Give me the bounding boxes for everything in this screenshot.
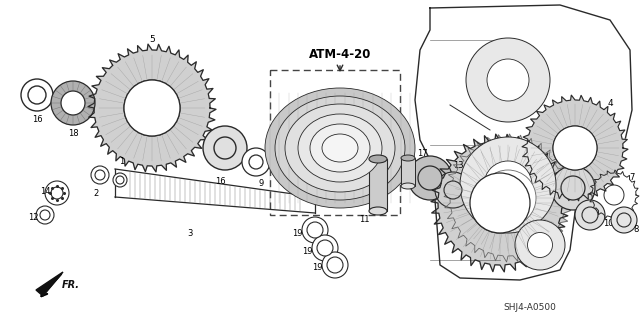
Circle shape [460, 137, 556, 233]
Text: 19: 19 [312, 263, 323, 272]
Circle shape [45, 181, 69, 205]
Circle shape [470, 173, 530, 233]
Circle shape [561, 176, 585, 200]
Circle shape [327, 257, 343, 273]
Circle shape [322, 252, 348, 278]
Circle shape [575, 200, 605, 230]
Circle shape [317, 240, 333, 256]
Circle shape [466, 38, 550, 122]
Circle shape [444, 181, 462, 199]
Text: 2: 2 [93, 189, 99, 197]
Circle shape [553, 126, 597, 170]
Text: SHJ4-A0500: SHJ4-A0500 [504, 303, 556, 313]
Bar [369, 159, 387, 211]
Circle shape [214, 137, 236, 159]
Circle shape [91, 166, 109, 184]
Text: ATM-4-20: ATM-4-20 [309, 48, 371, 62]
Circle shape [242, 148, 270, 176]
Circle shape [307, 222, 323, 238]
Text: 3: 3 [188, 228, 193, 238]
Text: 15: 15 [576, 155, 586, 165]
Polygon shape [36, 272, 63, 296]
Circle shape [487, 59, 529, 101]
Text: 4: 4 [607, 99, 613, 108]
Ellipse shape [310, 124, 370, 172]
Text: 7: 7 [629, 173, 635, 182]
Text: FR.: FR. [62, 280, 80, 290]
Circle shape [95, 170, 105, 180]
Text: 14: 14 [40, 187, 51, 196]
Ellipse shape [369, 155, 387, 163]
Text: 16: 16 [214, 176, 225, 186]
Text: 6: 6 [467, 160, 473, 169]
Circle shape [28, 86, 46, 104]
Text: 12: 12 [28, 212, 38, 221]
Text: 13: 13 [452, 161, 463, 170]
Circle shape [527, 233, 552, 257]
Ellipse shape [275, 96, 405, 200]
Polygon shape [522, 95, 628, 201]
Circle shape [36, 206, 54, 224]
Bar [270, 70, 400, 215]
Circle shape [116, 176, 124, 184]
Circle shape [515, 220, 565, 270]
Polygon shape [431, 134, 569, 272]
Text: 13: 13 [474, 194, 484, 203]
Text: 5: 5 [149, 35, 155, 44]
Circle shape [617, 213, 631, 227]
Circle shape [51, 187, 63, 199]
Text: 1: 1 [120, 158, 125, 167]
Polygon shape [88, 44, 216, 172]
Text: 19: 19 [301, 247, 312, 256]
Circle shape [611, 207, 637, 233]
Ellipse shape [401, 183, 415, 189]
Ellipse shape [265, 88, 415, 208]
Text: 19: 19 [292, 228, 302, 238]
Circle shape [582, 207, 598, 223]
Text: 17: 17 [417, 150, 428, 159]
Ellipse shape [285, 104, 395, 192]
Text: 18: 18 [68, 129, 78, 137]
Ellipse shape [322, 134, 358, 162]
Text: 9: 9 [259, 180, 264, 189]
Circle shape [40, 210, 50, 220]
Text: 8: 8 [634, 226, 639, 234]
Bar [401, 158, 415, 186]
Circle shape [484, 161, 532, 209]
Ellipse shape [369, 207, 387, 215]
Circle shape [480, 170, 536, 226]
Circle shape [418, 166, 442, 190]
Circle shape [113, 173, 127, 187]
Text: 10: 10 [603, 219, 613, 227]
Circle shape [21, 79, 53, 111]
Circle shape [61, 91, 85, 115]
Text: 16: 16 [32, 115, 42, 124]
Circle shape [302, 217, 328, 243]
Circle shape [435, 172, 471, 208]
Ellipse shape [298, 114, 382, 182]
Circle shape [203, 126, 247, 170]
Circle shape [124, 80, 180, 136]
Circle shape [249, 155, 263, 169]
Circle shape [408, 156, 452, 200]
Ellipse shape [401, 155, 415, 161]
Circle shape [551, 166, 595, 210]
Polygon shape [444, 134, 572, 262]
Circle shape [51, 81, 95, 125]
Text: 11: 11 [359, 216, 369, 225]
Circle shape [312, 235, 338, 261]
